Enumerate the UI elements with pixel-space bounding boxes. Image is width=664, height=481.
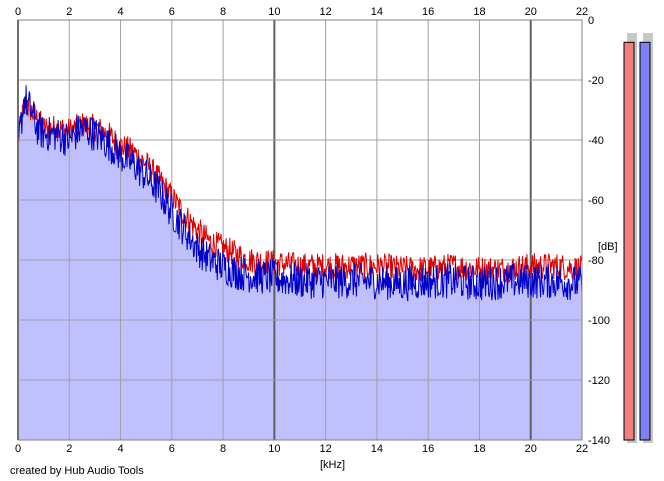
x-tick-label: 6 — [169, 6, 175, 18]
plot-frame — [17, 19, 583, 441]
y-tick-label: -60 — [588, 195, 604, 207]
x-tick-label-bottom: 18 — [473, 443, 485, 455]
y-tick-label: -140 — [588, 435, 610, 447]
x-tick-label: 12 — [320, 6, 332, 18]
x-tick-label: 8 — [220, 6, 226, 18]
x-tick-label: 22 — [576, 6, 588, 18]
x-tick-label-bottom: 16 — [422, 443, 434, 455]
x-tick-label-bottom: 12 — [320, 443, 332, 455]
credit-text: created by Hub Audio Tools — [10, 465, 144, 477]
y-tick-label: -80 — [588, 255, 604, 267]
level-meter-bar — [639, 41, 651, 441]
x-tick-label: 20 — [525, 6, 537, 18]
x-tick-label-bottom: 0 — [15, 443, 21, 455]
level-meters — [623, 33, 653, 443]
x-tick-label: 18 — [473, 6, 485, 18]
y-tick-label: -20 — [588, 75, 604, 87]
x-tick-label: 0 — [15, 6, 21, 18]
x-tick-label: 10 — [268, 6, 280, 18]
blue-series-line — [17, 85, 583, 302]
x-tick-label-bottom: 4 — [117, 443, 123, 455]
x-tick-label-bottom: 8 — [220, 443, 226, 455]
y-axis-ticks: 0 -20 -40 -60 -80 -100 -120 -140 — [588, 15, 610, 447]
x-tick-label: 16 — [422, 6, 434, 18]
x-axis-label: [kHz] — [320, 459, 345, 471]
y-tick-label: -120 — [588, 375, 610, 387]
y-tick-label: -40 — [588, 135, 604, 147]
x-tick-label-bottom: 14 — [371, 443, 383, 455]
x-tick-label-bottom: 6 — [169, 443, 175, 455]
x-tick-label-bottom: 10 — [268, 443, 280, 455]
y-tick-label: 0 — [588, 15, 594, 27]
x-tick-label-bottom: 20 — [525, 443, 537, 455]
blue-series-fill — [18, 85, 582, 441]
y-axis-label: [dB] — [598, 241, 618, 253]
x-tick-label: 2 — [66, 6, 72, 18]
x-tick-label: 14 — [371, 6, 383, 18]
x-tick-label-bottom: 22 — [576, 443, 588, 455]
level-meter-bar — [623, 41, 635, 441]
x-tick-label: 4 — [117, 6, 123, 18]
y-tick-label: -100 — [588, 315, 610, 327]
x-tick-label-bottom: 2 — [66, 443, 72, 455]
